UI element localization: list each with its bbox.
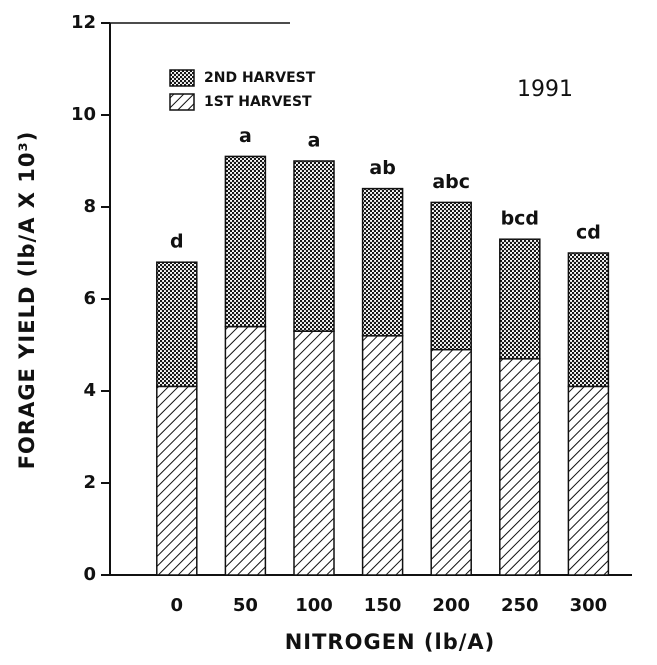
bar-segment (567, 252, 610, 388)
y-tick-label: 6 (83, 288, 96, 309)
bar-segment (361, 335, 404, 576)
bar-annotation: abc (432, 171, 470, 193)
x-tick-label: 200 (432, 595, 470, 616)
y-axis-label: FORAGE YIELD (lb/A X 10³) (15, 131, 39, 470)
bar-annotation: d (170, 231, 184, 253)
legend-swatch (169, 69, 195, 87)
x-tick-label: 250 (501, 595, 539, 616)
y-tick-label: 10 (71, 104, 96, 125)
bar-segment (224, 325, 267, 576)
bar-annotation: a (239, 125, 252, 147)
y-tick-label: 4 (83, 380, 96, 401)
y-tick-label: 8 (83, 196, 96, 217)
y-tick-label: 0 (83, 564, 96, 585)
x-tick-label: 50 (233, 595, 258, 616)
x-tick-label: 150 (364, 595, 402, 616)
x-axis-label: NITROGEN (lb/A) (285, 630, 496, 654)
bar-annotation: ab (369, 157, 395, 179)
bar-annotation: bcd (501, 208, 539, 230)
bar-segment (499, 238, 541, 360)
bar-segment (499, 358, 541, 576)
legend-label: 1ST HARVEST (204, 94, 312, 110)
bar-segment (293, 330, 335, 576)
legend-swatch (169, 93, 195, 111)
bar-segment (156, 261, 198, 388)
x-tick-label: 0 (171, 595, 184, 616)
bar-segment (293, 160, 335, 332)
y-tick-label: 12 (71, 12, 96, 33)
bar-annotation: cd (576, 222, 601, 244)
bar-segment (156, 385, 198, 576)
y-tick-label: 2 (83, 472, 96, 493)
bar-segment (361, 187, 404, 337)
x-tick-label: 300 (570, 595, 608, 616)
legend-label: 2ND HARVEST (204, 70, 316, 86)
bar-segment (430, 348, 472, 576)
bar-segment (430, 201, 472, 351)
bar-segment (567, 385, 610, 576)
year-annotation: 1991 (517, 77, 573, 102)
x-tick-label: 100 (295, 595, 333, 616)
bar-annotation: a (308, 130, 321, 152)
bar-segment (224, 155, 267, 328)
